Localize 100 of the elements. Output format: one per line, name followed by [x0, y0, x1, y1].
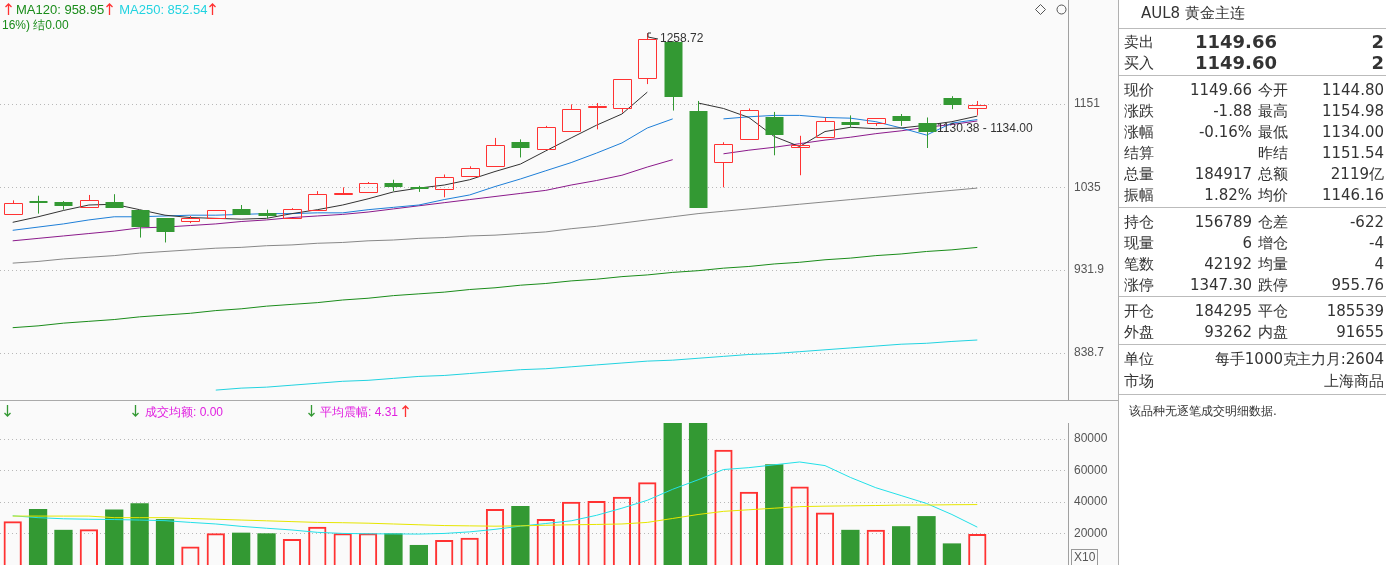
text: 1154.98	[1321, 102, 1384, 120]
text: 单位	[1124, 350, 1154, 368]
candlestick	[334, 186, 353, 195]
text: 跌停	[1258, 276, 1288, 294]
text: 成交均额: 0.00	[145, 405, 224, 420]
text: 买入	[1124, 54, 1154, 72]
y-tick-label: 1151	[1074, 95, 1101, 110]
candlestick	[461, 165, 480, 177]
text: 1149.66	[1195, 31, 1277, 52]
candlestick	[791, 135, 810, 176]
candlestick	[131, 210, 150, 239]
candlestick	[841, 114, 860, 128]
text: 平均震幅: 4.31	[320, 405, 399, 420]
text: 91655	[1336, 323, 1384, 341]
bar	[917, 516, 936, 565]
candlestick	[765, 111, 784, 156]
text: 卖出	[1124, 33, 1154, 51]
bar	[105, 509, 124, 565]
candlestick	[207, 210, 226, 219]
candlestick	[29, 195, 48, 215]
text: 156789	[1194, 213, 1252, 231]
candlestick	[308, 190, 327, 211]
y-tick-label: 60000	[1074, 462, 1108, 477]
text: AUL8 黄金主连	[1141, 4, 1245, 22]
text: 1.82%	[1204, 186, 1252, 204]
candlestick	[714, 141, 733, 188]
text: 1347.30	[1189, 276, 1252, 294]
candlestick	[511, 138, 530, 158]
candlestick	[918, 116, 937, 149]
text: -622	[1349, 213, 1384, 231]
y-tick-label: 1035	[1074, 179, 1102, 194]
candlestick	[816, 116, 835, 138]
y-tick-label: 838.7	[1074, 345, 1105, 360]
annotation: 16%) 结0.00	[2, 18, 69, 33]
y-tick-label: 40000	[1074, 494, 1108, 509]
text: 内盘	[1258, 323, 1288, 341]
bar	[892, 526, 911, 565]
text: 现量	[1124, 234, 1154, 252]
bar	[942, 543, 962, 565]
text: 1149.60	[1195, 52, 1277, 73]
bar	[384, 533, 403, 565]
candlestick	[156, 218, 175, 243]
text: 今开	[1258, 81, 1288, 99]
text: 均量	[1258, 255, 1288, 273]
bar	[232, 532, 251, 565]
text: MA120: 958.95	[16, 2, 105, 17]
bar	[688, 423, 708, 565]
candlestick	[232, 204, 251, 215]
text: 涨幅	[1124, 123, 1154, 141]
bar	[54, 529, 73, 565]
bar	[409, 544, 428, 565]
text: MA250: 852.54	[119, 2, 208, 17]
annotation: 1258.72	[660, 31, 704, 46]
text: 1146.16	[1321, 186, 1384, 204]
text: 185539	[1326, 302, 1384, 320]
text: 184917	[1194, 165, 1252, 183]
text: 结算	[1124, 144, 1154, 162]
text: 该品种无逐笔成交明细数据.	[1129, 403, 1277, 420]
text: 持仓	[1124, 213, 1154, 231]
candlestick	[105, 193, 124, 208]
text: 开仓	[1124, 302, 1154, 320]
text: 增仓	[1258, 234, 1288, 252]
text: 2	[1371, 52, 1384, 73]
text: 现价	[1124, 81, 1154, 99]
text: 仓差	[1258, 213, 1288, 231]
text: -1.88	[1213, 102, 1252, 120]
text: 2119亿	[1330, 165, 1384, 183]
candlestick	[562, 103, 581, 132]
candlestick	[740, 107, 759, 140]
candlestick	[867, 118, 886, 127]
bar	[841, 529, 860, 565]
candlestick	[283, 209, 302, 219]
text: 市场	[1124, 372, 1154, 390]
text: 1149.66	[1189, 81, 1252, 99]
candlestick	[435, 173, 454, 198]
text: 955.76	[1331, 276, 1384, 294]
bar	[663, 423, 682, 565]
text: 最低	[1258, 123, 1288, 141]
bar	[28, 508, 48, 565]
candlestick	[4, 199, 23, 215]
bar	[511, 505, 530, 565]
candlestick	[588, 102, 607, 130]
text: 笔数	[1124, 255, 1154, 273]
y-tick-label: 20000	[1074, 525, 1108, 540]
text: 总额	[1258, 165, 1288, 183]
text: 93262	[1204, 323, 1252, 341]
text: 涨停	[1124, 276, 1154, 294]
text: 均价	[1258, 186, 1288, 204]
candlestick	[613, 79, 632, 114]
text: 外盘	[1124, 323, 1154, 341]
text: 每手1000克	[1214, 350, 1298, 368]
text: 昨结	[1258, 144, 1288, 162]
bar	[765, 464, 784, 565]
bar	[257, 533, 276, 565]
text: X10	[1071, 549, 1099, 565]
text: 4	[1374, 255, 1384, 273]
annotation: 1130.38 - 1134.00	[937, 121, 1033, 136]
text: 2	[1371, 31, 1384, 52]
text: 总量	[1124, 165, 1154, 183]
text: 1134.00	[1321, 123, 1384, 141]
